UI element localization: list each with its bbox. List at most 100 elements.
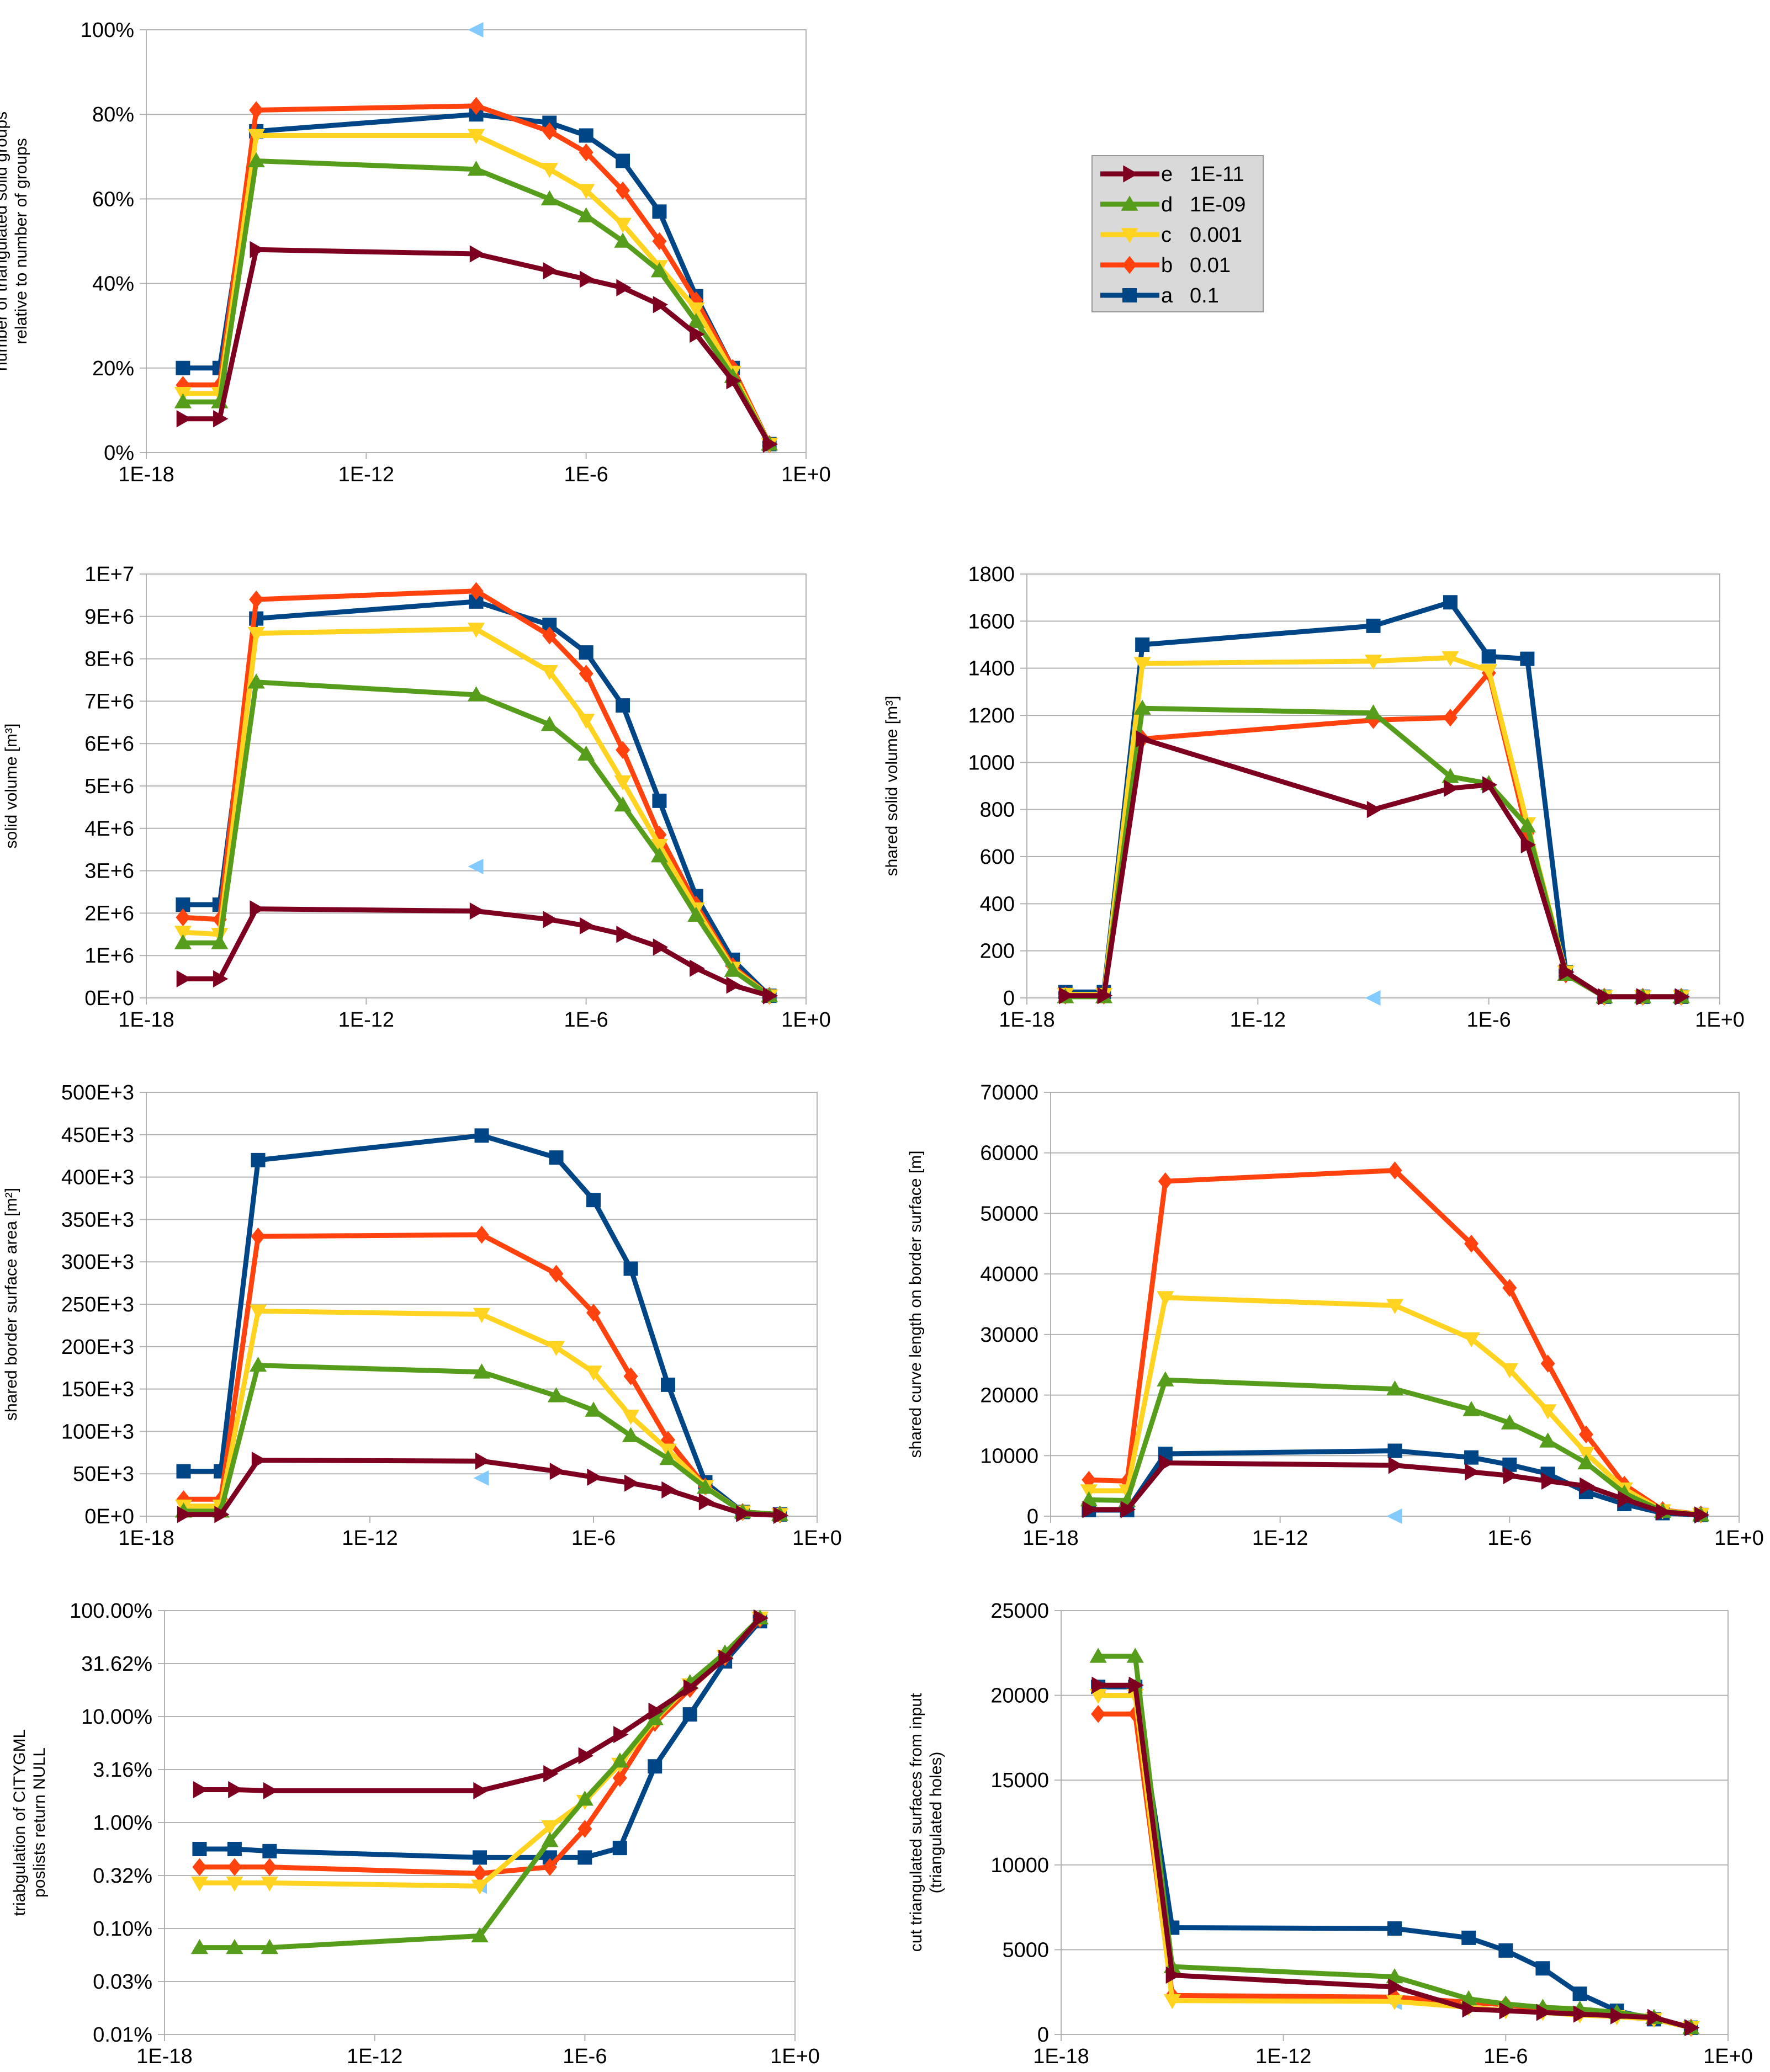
y-axis-label: triabgulation of CITYGML poslists return …	[10, 1729, 49, 1916]
y-tick-label: 500E+3	[61, 1081, 134, 1104]
data-point-e	[726, 976, 741, 994]
reference-marker	[468, 858, 484, 874]
y-tick-label: 0	[1027, 1505, 1038, 1528]
data-point-b	[262, 1858, 277, 1876]
data-point-d	[1386, 1380, 1404, 1396]
x-tick-label: 1E-18	[1033, 2045, 1089, 2068]
x-tick-label: 1E-12	[1255, 2045, 1311, 2068]
legend-letter: c	[1161, 224, 1172, 247]
data-point-a	[1520, 651, 1535, 666]
data-point-b	[1091, 1705, 1106, 1723]
data-point-c	[1480, 664, 1498, 679]
legend-item-e: e 1E-11	[1100, 163, 1244, 186]
data-point-e	[543, 1765, 559, 1783]
y-tick-label: 1400	[968, 657, 1015, 681]
data-point-b	[474, 1225, 489, 1244]
y-tick-label: 50E+3	[73, 1463, 134, 1486]
data-point-c	[467, 623, 485, 638]
data-point-d	[174, 934, 192, 949]
reference-marker	[473, 1470, 489, 1486]
data-point-e	[214, 1506, 230, 1523]
data-point-e	[616, 279, 632, 296]
data-point-c	[471, 1879, 489, 1895]
data-point-a	[176, 897, 190, 912]
legend-marker	[1121, 228, 1138, 243]
data-point-d	[471, 1927, 489, 1943]
legend-value: 0.001	[1190, 224, 1242, 247]
x-tick-label: 1E-12	[338, 1008, 394, 1032]
data-point-e	[1636, 988, 1652, 1006]
data-point-e	[213, 970, 229, 988]
y-tick-label: 0.01%	[93, 2023, 152, 2047]
data-point-b	[616, 741, 630, 759]
data-point-d	[247, 152, 265, 168]
x-tick-label: 1E-12	[1252, 1527, 1308, 1550]
x-tick-label: 1E-6	[563, 2045, 607, 2068]
data-point-e	[1647, 2009, 1663, 2026]
legend-value: 0.01	[1190, 254, 1231, 277]
data-point-d	[1462, 1401, 1480, 1416]
series-e	[176, 241, 778, 453]
data-point-e	[587, 1468, 602, 1486]
x-tick-label: 1E-6	[564, 1008, 608, 1032]
data-point-d	[1364, 704, 1382, 720]
y-tick-label: 80%	[92, 103, 134, 126]
y-tick-label: 0.03%	[93, 1970, 152, 1994]
data-point-e	[251, 1452, 267, 1469]
data-point-a	[648, 1759, 663, 1774]
data-point-e	[543, 911, 558, 928]
y-axis-label: shared curve length on border surface [m…	[907, 1151, 925, 1458]
legend-item-d: d 1E-09	[1100, 193, 1246, 216]
data-point-a	[1498, 1943, 1513, 1958]
y-tick-label: 0%	[104, 442, 134, 465]
y-tick-label: 250E+3	[61, 1293, 134, 1316]
data-point-d	[1460, 1990, 1477, 2006]
y-axis-label: shared solid volume [m³]	[883, 696, 901, 876]
y-tick-label: 10.00%	[81, 1706, 152, 1729]
x-tick-label: 1E-12	[342, 1527, 398, 1550]
y-tick-label: 800	[980, 799, 1015, 822]
data-point-e	[616, 926, 632, 943]
series-a	[192, 1614, 767, 1865]
data-point-b	[577, 1820, 592, 1838]
data-point-e	[1499, 2002, 1514, 2020]
data-point-e	[1580, 1477, 1595, 1495]
data-point-a	[473, 1850, 487, 1865]
data-point-a	[577, 1850, 592, 1865]
x-tick-label: 1E-6	[1483, 2045, 1528, 2068]
data-point-e	[1559, 963, 1575, 981]
data-point-e	[624, 1474, 640, 1492]
data-point-e	[1598, 988, 1613, 1006]
data-point-a	[1572, 1986, 1587, 2001]
y-axis-label-line: (triangulated holes)	[927, 1752, 945, 1894]
data-point-b	[542, 1858, 557, 1876]
y-tick-label: 0	[1037, 2023, 1049, 2047]
data-point-c	[1501, 1363, 1518, 1379]
x-tick-label: 1E-12	[1230, 1008, 1286, 1032]
data-point-d	[614, 796, 632, 812]
chart-volume: 0E+0 1E+6 2E+6 3E+6 4E+6 5E+6 6E+6 7E+6 8E+6 9E+6…	[2, 563, 831, 1032]
data-point-e	[762, 435, 778, 453]
data-point-a	[469, 594, 484, 609]
data-point-e	[1120, 1501, 1136, 1518]
data-point-e	[1388, 1978, 1403, 1996]
data-point-e	[1366, 801, 1382, 819]
legend-letter: d	[1161, 193, 1173, 216]
charts: 0% 20% 40% 60% 80% 100% 1E-18 1E-12 1E-6 1E+0 numb…	[0, 19, 1764, 2068]
x-tick-label: 1E-18	[118, 1527, 174, 1550]
data-point-e	[1520, 836, 1536, 854]
data-point-c	[577, 184, 595, 199]
data-point-e	[549, 1462, 565, 1480]
data-point-e	[726, 372, 741, 390]
x-tick-label: 1E-18	[118, 1008, 174, 1032]
data-point-b	[1540, 1354, 1555, 1373]
data-point-c	[540, 665, 558, 681]
y-tick-label: 60%	[92, 188, 134, 211]
data-point-b	[469, 97, 484, 115]
data-point-e	[1610, 2007, 1626, 2025]
data-point-e	[683, 1679, 699, 1697]
chart-cut-surfaces: 0 5000 10000 15000 20000 25000 1E-18 1E-12 1E-6 1…	[907, 1600, 1753, 2068]
data-point-e	[1656, 1503, 1672, 1521]
legend-item-a: a 0.1	[1100, 284, 1219, 307]
data-point-e	[1388, 1457, 1404, 1474]
